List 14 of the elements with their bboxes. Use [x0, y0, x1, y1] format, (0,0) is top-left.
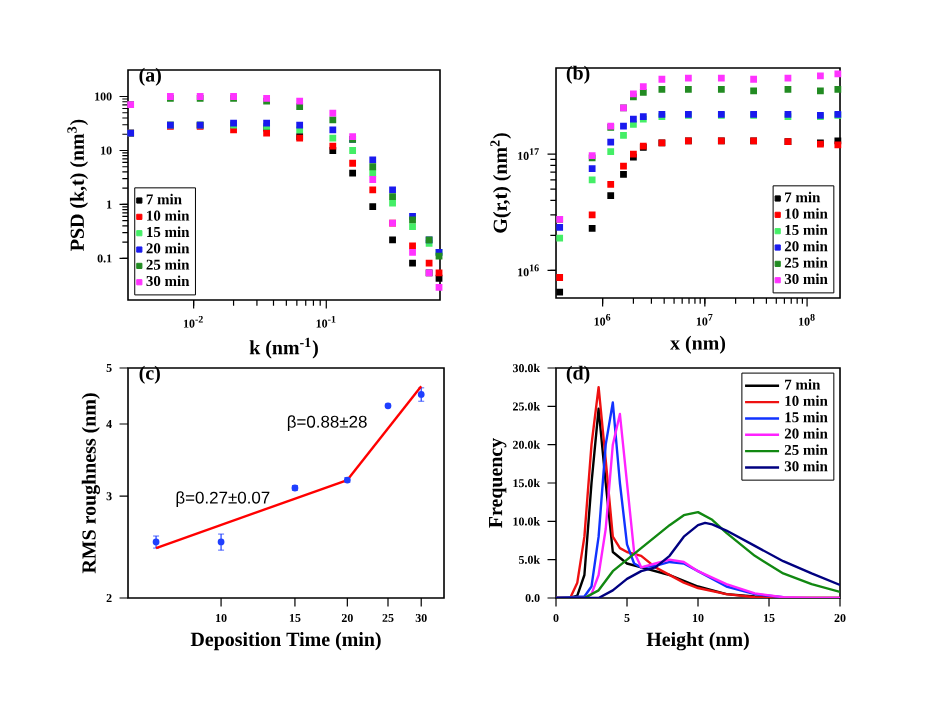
x-axis-title: x (nm) — [670, 335, 726, 354]
x-axis-title: Height (nm) — [646, 632, 749, 651]
y-axis-title: PSD (k,t) (nm$^{3}$) — [67, 119, 89, 251]
annotation: β=0.27±0.07 — [176, 491, 270, 507]
chart-title: (c) — [139, 365, 160, 384]
annotation: β=0.88±28 — [287, 415, 367, 432]
y-axis-title: Frequency — [489, 437, 507, 528]
x-axis-title: Deposition Time (min) — [190, 632, 381, 651]
y-axis-title: RMS roughness (nm) — [81, 393, 100, 574]
chart-title: (a) — [139, 67, 161, 86]
y-axis-title: G(r,t) (nm$^{2}$) — [490, 133, 512, 233]
x-axis-title: k (nm$^{-1}$) — [249, 337, 318, 359]
chart-title: (b) — [566, 65, 590, 84]
chart-title: (d) — [566, 365, 590, 384]
